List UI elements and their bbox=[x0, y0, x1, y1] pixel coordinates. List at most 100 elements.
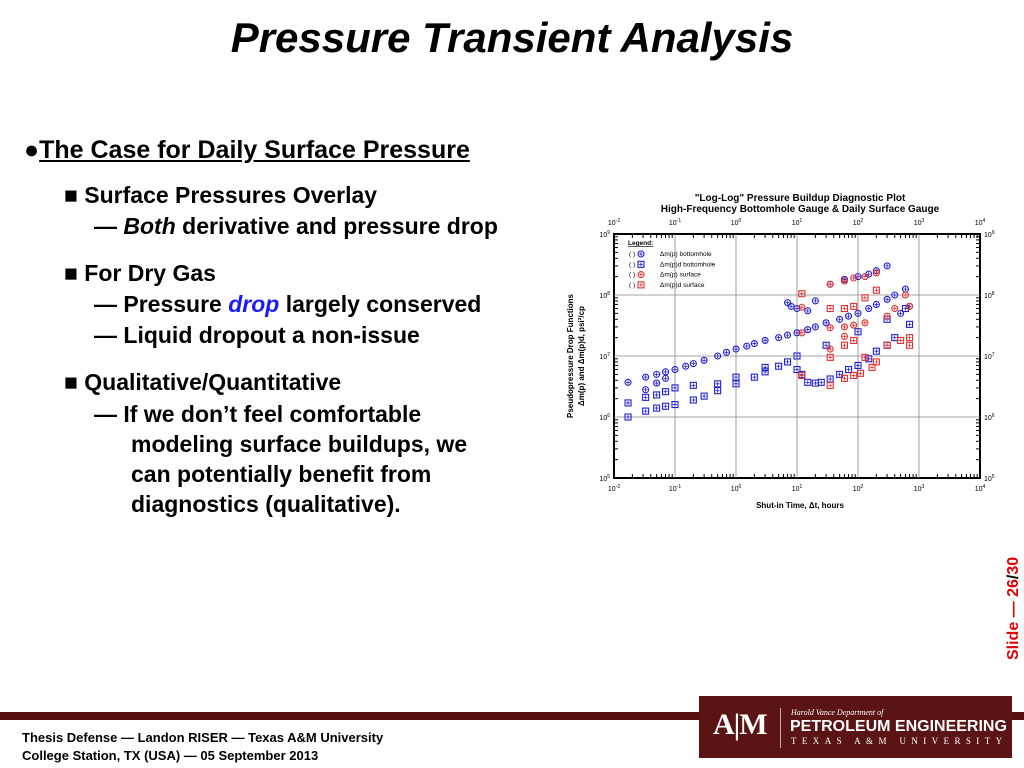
cross-marker bbox=[702, 394, 707, 399]
cross-marker bbox=[734, 347, 738, 352]
square-marker bbox=[653, 391, 661, 399]
cross-marker bbox=[805, 308, 810, 313]
cross-marker bbox=[903, 287, 908, 292]
x-tick-label-top: 101 bbox=[792, 218, 803, 227]
square-marker bbox=[637, 281, 645, 289]
square-marker bbox=[872, 358, 880, 366]
circle-marker bbox=[883, 295, 891, 303]
data-point bbox=[845, 312, 853, 320]
sub-bullet: — Pressure drop largely conserved bbox=[94, 291, 481, 318]
data-point bbox=[798, 329, 806, 337]
square-marker bbox=[906, 320, 914, 328]
cross-marker bbox=[862, 274, 867, 279]
footer-text: Thesis Defense — Landon RISER — Texas A&… bbox=[22, 729, 383, 765]
data-point bbox=[732, 373, 740, 381]
cross-marker bbox=[785, 333, 790, 338]
cross-marker bbox=[828, 282, 833, 287]
legend-marker bbox=[637, 271, 645, 279]
cross-marker bbox=[862, 295, 867, 300]
data-point bbox=[826, 324, 834, 332]
data-point bbox=[883, 262, 891, 270]
cross-marker bbox=[715, 354, 720, 358]
sub-text: Liquid dropout a non-issue bbox=[123, 322, 420, 348]
data-point bbox=[642, 386, 650, 394]
square-marker bbox=[775, 362, 783, 370]
data-point bbox=[750, 373, 758, 381]
cross-marker bbox=[842, 334, 847, 339]
slide-number-prefix: Slide — bbox=[1005, 596, 1022, 660]
cross-marker bbox=[643, 409, 648, 414]
cross-marker bbox=[663, 369, 668, 374]
sub-bullet: — If we don’t feel comfortable bbox=[94, 399, 421, 429]
square-marker bbox=[897, 336, 905, 344]
circle-marker bbox=[811, 297, 819, 305]
circle-marker bbox=[865, 304, 873, 313]
data-point bbox=[662, 374, 670, 382]
circle-marker bbox=[671, 365, 679, 374]
data-point bbox=[761, 336, 769, 344]
cross-marker bbox=[643, 387, 648, 392]
sub-text: modeling surface buildups, we bbox=[131, 431, 468, 457]
cross-marker bbox=[795, 306, 799, 311]
sub-text: can potentially benefit from bbox=[131, 461, 432, 487]
cross-marker bbox=[805, 380, 810, 385]
department-logo: A|M Harold Vance Department of PETROLEUM… bbox=[699, 696, 1012, 758]
slide-number-total: 30 bbox=[1005, 556, 1022, 575]
cross-marker bbox=[851, 338, 856, 343]
square-marker bbox=[624, 413, 632, 421]
data-point bbox=[854, 328, 862, 336]
square-marker bbox=[798, 371, 806, 379]
cross-marker bbox=[874, 288, 879, 293]
data-point bbox=[775, 362, 783, 370]
cross-marker bbox=[752, 341, 757, 346]
circle-marker bbox=[682, 362, 690, 370]
data-point bbox=[798, 371, 806, 379]
cross-marker bbox=[654, 381, 659, 386]
cross-marker bbox=[851, 275, 856, 280]
circle-marker bbox=[700, 356, 708, 364]
square-marker bbox=[906, 334, 914, 342]
square-marker bbox=[840, 374, 849, 382]
cross-marker bbox=[785, 359, 790, 364]
legend-entry: Δm(p)d surface bbox=[660, 282, 705, 289]
section-qualitative: ■ Qualitative/Quantitative bbox=[64, 369, 341, 396]
square-marker bbox=[662, 388, 670, 396]
data-point bbox=[868, 363, 876, 371]
footer-line-1: Thesis Defense — Landon RISER — Texas A&… bbox=[22, 730, 384, 745]
cross-marker bbox=[898, 311, 903, 316]
x-tick-label: 10-1 bbox=[669, 484, 681, 493]
data-point bbox=[822, 341, 830, 349]
data-point bbox=[811, 323, 819, 331]
data-point bbox=[840, 277, 849, 285]
square-marker bbox=[822, 341, 830, 349]
cross-marker bbox=[828, 306, 833, 311]
data-point bbox=[826, 381, 834, 389]
cross-marker bbox=[626, 415, 631, 419]
square-marker bbox=[700, 392, 708, 400]
cross-marker bbox=[734, 375, 738, 380]
cross-marker bbox=[639, 262, 643, 267]
cross-marker bbox=[851, 304, 856, 309]
data-point bbox=[826, 353, 834, 361]
data-point bbox=[901, 291, 910, 299]
circle-marker bbox=[901, 291, 910, 299]
data-point bbox=[671, 384, 679, 392]
cross-marker bbox=[828, 383, 833, 388]
accent-word: drop bbox=[228, 291, 280, 317]
data-point bbox=[861, 273, 869, 281]
data-point bbox=[906, 302, 914, 310]
circle-marker bbox=[723, 348, 731, 356]
square-marker bbox=[868, 363, 876, 371]
circle-marker bbox=[642, 373, 650, 381]
square-marker bbox=[761, 363, 769, 371]
cross-marker bbox=[799, 373, 804, 378]
cross-marker bbox=[862, 355, 867, 360]
dash-icon: — bbox=[94, 322, 117, 348]
square-marker bbox=[817, 378, 825, 386]
data-point bbox=[642, 393, 650, 401]
y-tick-label-right: 107 bbox=[984, 352, 995, 361]
circle-marker bbox=[883, 262, 891, 270]
data-point bbox=[743, 342, 751, 350]
circle-marker bbox=[761, 336, 769, 344]
data-point bbox=[714, 352, 722, 360]
